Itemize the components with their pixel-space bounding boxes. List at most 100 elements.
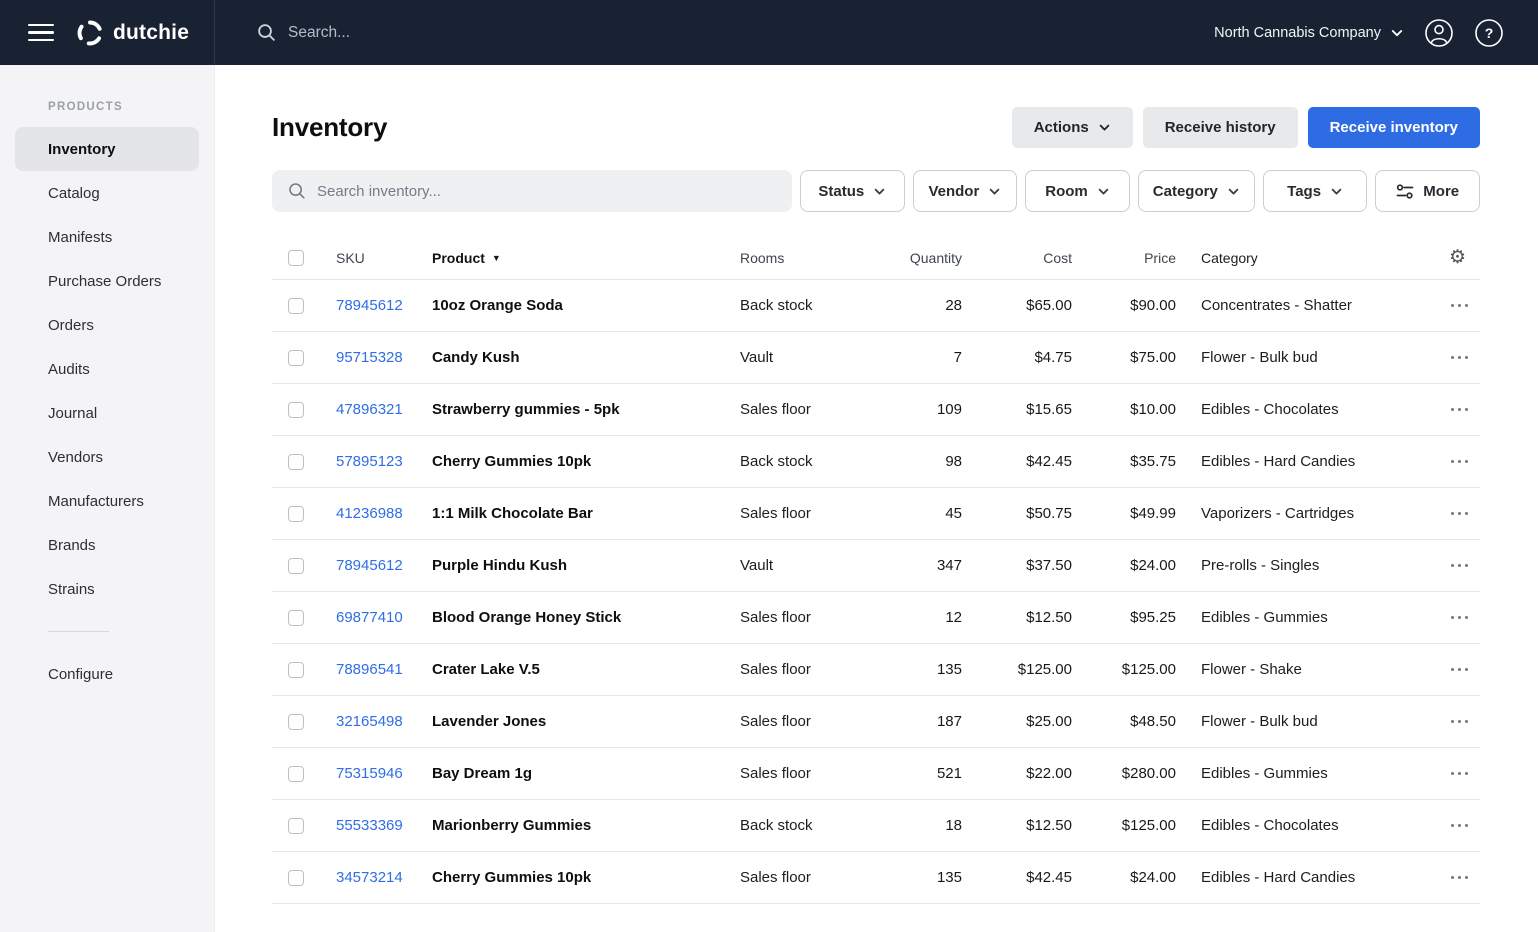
column-header-quantity[interactable]: Quantity [909, 249, 962, 266]
row-checkbox[interactable] [288, 661, 304, 678]
filter-dropdown-label: Status [818, 182, 865, 200]
row-actions-menu-icon[interactable] [1450, 452, 1481, 472]
chevron-down-icon [1330, 185, 1343, 198]
row-checkbox[interactable] [288, 349, 304, 366]
row-actions-menu-icon[interactable] [1450, 504, 1481, 524]
row-checkbox[interactable] [288, 453, 304, 470]
row-checkbox[interactable] [288, 609, 304, 626]
row-actions-menu-icon[interactable] [1450, 556, 1481, 576]
sidebar-item[interactable]: Audits [15, 347, 199, 391]
row-checkbox[interactable] [288, 505, 304, 522]
sku-link[interactable]: 78945612 [336, 297, 403, 314]
cost-value: $125.00 [1017, 661, 1072, 678]
quantity-value: 98 [945, 453, 962, 470]
sidebar-item[interactable]: Journal [15, 391, 199, 435]
inventory-search-input[interactable] [317, 182, 776, 200]
sidebar-divider [48, 631, 109, 632]
category-value: Edibles - Chocolates [1201, 401, 1339, 418]
filter-dropdown[interactable]: Category [1137, 170, 1255, 212]
row-checkbox[interactable] [288, 401, 304, 418]
price-value: $125.00 [1121, 817, 1176, 834]
column-header-price[interactable]: Price [1144, 249, 1176, 266]
row-actions-menu-icon[interactable] [1450, 816, 1481, 836]
global-search-input[interactable] [288, 23, 628, 42]
product-name: Strawberry gummies - 5pk [432, 401, 620, 418]
sku-link[interactable]: 95715328 [336, 349, 403, 366]
sku-link[interactable]: 41236988 [336, 505, 403, 522]
sidebar-item[interactable]: Manifests [15, 215, 199, 259]
help-icon: ? [1474, 18, 1504, 48]
row-actions-menu-icon[interactable] [1450, 348, 1481, 368]
row-actions-menu-icon[interactable] [1450, 660, 1481, 680]
sku-link[interactable]: 55533369 [336, 817, 403, 834]
row-checkbox[interactable] [288, 713, 304, 730]
category-value: Edibles - Chocolates [1201, 817, 1339, 834]
sku-link[interactable]: 75315946 [336, 765, 403, 782]
row-checkbox[interactable] [288, 297, 304, 314]
column-header-rooms[interactable]: Rooms [740, 249, 785, 266]
cost-value: $22.00 [1026, 765, 1072, 782]
quantity-value: 135 [936, 869, 962, 886]
column-header-cost[interactable]: Cost [1043, 249, 1072, 266]
row-checkbox[interactable] [288, 557, 304, 574]
row-actions-menu-icon[interactable] [1450, 608, 1481, 628]
select-all-checkbox[interactable] [288, 249, 304, 266]
row-actions-menu-icon[interactable] [1450, 296, 1481, 316]
sku-link[interactable]: 78945612 [336, 557, 403, 574]
sidebar-item[interactable]: Strains [15, 567, 199, 611]
account-button[interactable] [1424, 18, 1454, 48]
sku-link[interactable]: 34573214 [336, 869, 403, 886]
table-row: 78945612 Purple Hindu Kush Vault 347 $37… [272, 540, 1480, 592]
sidebar-item[interactable]: Purchase Orders [15, 259, 199, 303]
sku-link[interactable]: 47896321 [336, 401, 403, 418]
filter-dropdown[interactable]: Tags [1262, 170, 1368, 212]
column-header-product[interactable]: Product ▼ [432, 250, 740, 266]
filter-dropdown[interactable]: Room [1025, 170, 1130, 212]
sidebar-item[interactable]: Brands [15, 523, 199, 567]
row-actions-menu-icon[interactable] [1450, 868, 1481, 888]
table-row: 41236988 1:1 Milk Chocolate Bar Sales fl… [272, 488, 1480, 540]
sku-link[interactable]: 57895123 [336, 453, 403, 470]
sidebar-item[interactable]: Inventory [15, 127, 199, 171]
room-value: Back stock [740, 817, 813, 834]
room-value: Sales floor [740, 609, 811, 626]
help-button[interactable]: ? [1474, 18, 1504, 48]
row-checkbox[interactable] [288, 869, 304, 886]
sidebar-item[interactable]: Manufacturers [15, 479, 199, 523]
room-value: Sales floor [740, 869, 811, 886]
filter-dropdown[interactable]: Vendor [912, 170, 1018, 212]
search-icon [257, 23, 276, 42]
table-row: 69877410 Blood Orange Honey Stick Sales … [272, 592, 1480, 644]
sidebar-item[interactable]: Catalog [15, 171, 199, 215]
sku-link[interactable]: 32165498 [336, 713, 403, 730]
column-header-category[interactable]: Category [1201, 249, 1258, 266]
more-filters-button[interactable]: More [1375, 170, 1480, 212]
actions-button[interactable]: Actions [1011, 107, 1133, 148]
row-actions-menu-icon[interactable] [1450, 712, 1481, 732]
sidebar-item[interactable]: Orders [15, 303, 199, 347]
main-content: Inventory Actions Receive history Receiv… [215, 65, 1538, 932]
receive-history-button[interactable]: Receive history [1142, 107, 1298, 148]
sku-link[interactable]: 78896541 [336, 661, 403, 678]
cost-value: $37.50 [1026, 557, 1072, 574]
cost-value: $42.45 [1026, 453, 1072, 470]
column-header-sku[interactable]: SKU [336, 249, 365, 266]
company-selector[interactable]: North Cannabis Company [1214, 25, 1404, 41]
page-header: Inventory Actions Receive history Receiv… [272, 107, 1480, 148]
receive-inventory-button[interactable]: Receive inventory [1307, 107, 1480, 148]
quantity-value: 187 [936, 713, 962, 730]
hamburger-menu-icon[interactable] [28, 23, 54, 42]
sidebar-item-configure[interactable]: Configure [15, 652, 199, 696]
sidebar-item-label: Manufacturers [48, 492, 144, 510]
cost-value: $50.75 [1026, 505, 1072, 522]
row-checkbox[interactable] [288, 765, 304, 782]
row-actions-menu-icon[interactable] [1450, 400, 1481, 420]
row-checkbox[interactable] [288, 817, 304, 834]
sku-link[interactable]: 69877410 [336, 609, 403, 626]
category-value: Edibles - Gummies [1201, 609, 1328, 626]
sidebar-item[interactable]: Vendors [15, 435, 199, 479]
gear-icon[interactable]: ⚙ [1449, 248, 1480, 267]
filter-dropdown[interactable]: Status [800, 170, 905, 212]
table-header-row: SKU Product ▼ Rooms Quantity Cost Price … [272, 236, 1480, 280]
row-actions-menu-icon[interactable] [1450, 764, 1481, 784]
